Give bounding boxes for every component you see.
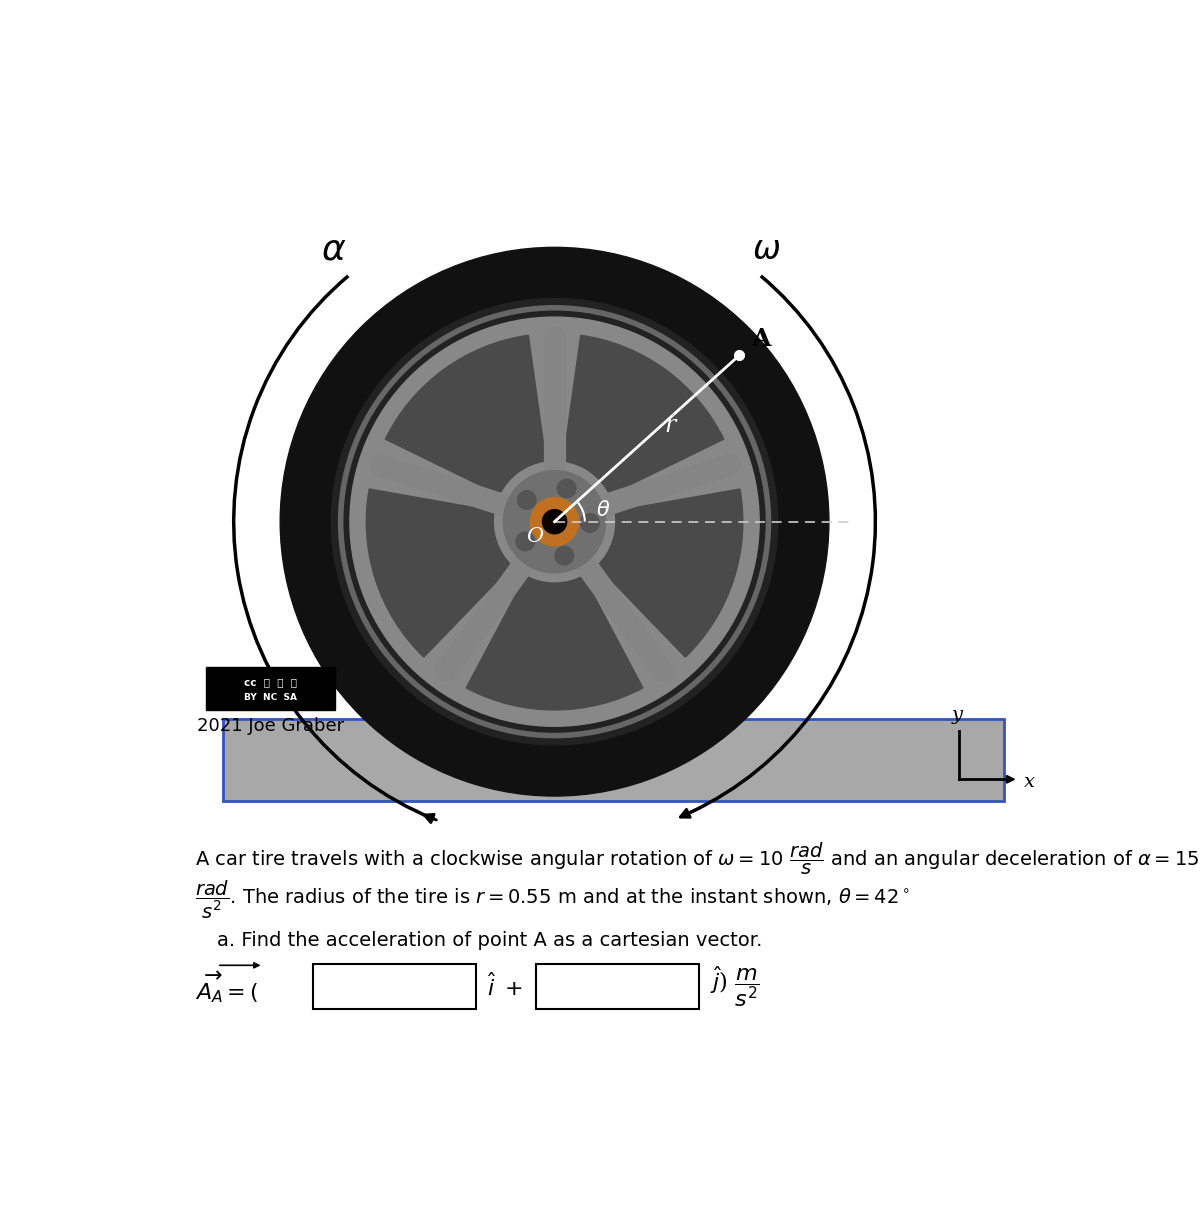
FancyBboxPatch shape [313,964,475,1009]
Wedge shape [563,336,724,495]
Text: A: A [751,327,772,352]
Text: r: r [665,414,676,437]
FancyBboxPatch shape [536,964,698,1009]
Text: $\omega$: $\omega$ [752,233,781,266]
Text: 2021 Joe Graber: 2021 Joe Graber [197,718,344,736]
Text: O: O [527,527,544,546]
Circle shape [331,298,778,745]
Wedge shape [466,576,643,710]
Wedge shape [385,336,546,495]
Text: y: y [952,705,962,724]
Text: cc  ⓘ  Ⓢ  ⓤ: cc ⓘ Ⓢ ⓤ [244,678,296,687]
Text: $\hat{j}$) $\dfrac{m}{s^2}$: $\hat{j}$) $\dfrac{m}{s^2}$ [710,964,760,1009]
Circle shape [350,316,760,726]
Circle shape [281,248,829,796]
Text: $\overrightarrow{A_A} = ($: $\overrightarrow{A_A} = ($ [194,969,258,1005]
FancyBboxPatch shape [222,719,1003,801]
Circle shape [516,533,534,551]
Text: $\theta$: $\theta$ [596,500,611,521]
Wedge shape [598,489,743,657]
Text: BY  NC  SA: BY NC SA [244,693,296,702]
Circle shape [517,490,536,510]
FancyBboxPatch shape [206,667,335,709]
Circle shape [554,546,574,565]
Circle shape [504,471,606,573]
Wedge shape [366,489,512,657]
Text: x: x [1025,773,1036,791]
Text: $\dfrac{rad}{s^2}$. The radius of the tire is $r = 0.55\ \mathrm{m}$ and at the : $\dfrac{rad}{s^2}$. The radius of the ti… [194,879,910,922]
Circle shape [557,480,576,498]
Circle shape [581,513,599,533]
Text: $\alpha$: $\alpha$ [320,233,346,267]
Circle shape [542,510,566,534]
Text: A car tire travels with a clockwise angular rotation of $\omega = 10\ \dfrac{rad: A car tire travels with a clockwise angu… [194,841,1199,877]
Text: a. Find the acceleration of point A as a cartesian vector.: a. Find the acceleration of point A as a… [217,930,762,949]
Circle shape [530,498,578,546]
Text: $\hat{i}\ +$: $\hat{i}\ +$ [487,972,523,1000]
